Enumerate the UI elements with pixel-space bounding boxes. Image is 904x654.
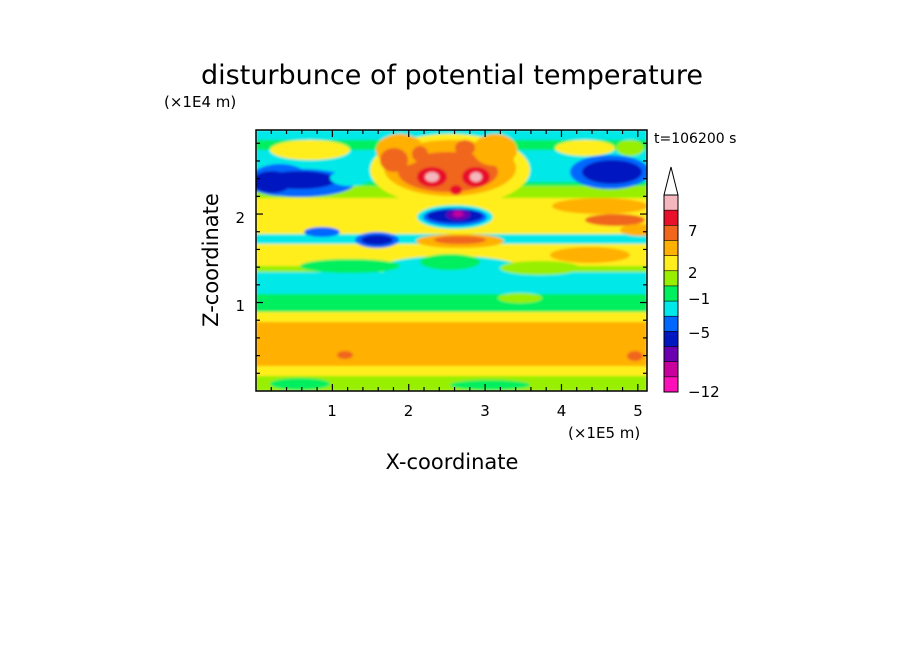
field-blob	[380, 148, 408, 172]
field-blob	[264, 171, 336, 189]
x-tick-label: 1	[327, 402, 337, 420]
y-tick-label: 2	[235, 209, 245, 227]
x-tick-labels: 1 2 3 4 5	[327, 402, 643, 420]
colorbar-swatch	[664, 301, 678, 317]
axis-ticks	[256, 130, 647, 391]
colorbar-swatch	[664, 376, 678, 393]
field-blob	[260, 340, 500, 364]
field-band	[256, 366, 647, 378]
colorbar-label: −1	[688, 290, 710, 308]
field-blob	[450, 185, 462, 195]
colorbar-swatch	[664, 361, 678, 378]
field-band	[256, 312, 647, 322]
field-blob	[455, 140, 475, 156]
y-tick-labels: 1 2	[235, 209, 245, 315]
y-axis-label: Z-coordinate	[199, 193, 223, 327]
y-tick-label: 1	[235, 297, 245, 315]
field-blob	[498, 293, 542, 303]
field-blob	[337, 351, 353, 359]
colorbar-swatch	[664, 225, 678, 241]
y-unit-label: (×1E4 m)	[164, 93, 236, 111]
colorbar-swatch	[664, 316, 678, 332]
field-blob	[585, 214, 645, 226]
field-blob	[500, 261, 580, 275]
field-blob	[420, 254, 480, 270]
x-axis-label: X-coordinate	[386, 450, 519, 474]
colorbar-swatch	[664, 240, 678, 257]
colorbar	[663, 166, 679, 393]
field-band	[256, 294, 647, 314]
field-blob	[270, 378, 330, 390]
field-blob	[582, 160, 642, 184]
colorbar-tick-labels: 7 2 −1 −5 −12	[688, 222, 720, 401]
field-blob	[300, 259, 400, 273]
colorbar-label: 7	[688, 222, 698, 240]
field-blob	[412, 146, 428, 162]
field-band	[256, 272, 647, 294]
field-blob	[627, 351, 643, 361]
colorbar-swatch	[664, 346, 678, 363]
field-band	[256, 376, 647, 391]
field-blob	[453, 211, 463, 217]
time-label: t=106200 s	[654, 131, 736, 147]
x-unit-label: (×1E5 m)	[568, 424, 640, 442]
field-blob	[361, 235, 393, 245]
colorbar-swatch	[664, 331, 678, 348]
x-tick-label: 2	[404, 402, 414, 420]
field-blob	[330, 170, 370, 186]
field-blob	[470, 172, 482, 182]
field-blob	[450, 380, 530, 390]
plot-frame	[255, 129, 648, 392]
colorbar-swatch	[664, 255, 678, 272]
field-blob	[434, 236, 486, 244]
colorbar-label: −12	[688, 383, 720, 401]
colorbar-label: 2	[688, 264, 698, 282]
field-blob	[473, 134, 517, 166]
colorbar-swatch	[664, 285, 678, 302]
field-blob	[550, 247, 630, 263]
colorbar-swatch	[664, 210, 678, 226]
field-blob	[555, 140, 615, 156]
contour-field	[256, 130, 647, 391]
colorbar-label: −5	[688, 324, 710, 342]
field-blob	[616, 140, 644, 156]
colorbar-extension-arrow	[663, 166, 679, 196]
field-blob	[270, 140, 350, 160]
x-tick-label: 5	[633, 402, 643, 420]
field-blob	[620, 224, 647, 236]
colorbar-swatch	[664, 195, 678, 211]
colorbar-swatch	[664, 270, 678, 287]
field-blob	[304, 227, 340, 237]
chart-title: disturbunce of potential temperature	[201, 60, 703, 91]
field-blob	[425, 172, 439, 182]
field-blob	[552, 198, 647, 214]
field-blob	[440, 328, 640, 352]
x-tick-label: 4	[557, 402, 567, 420]
x-tick-label: 3	[480, 402, 490, 420]
